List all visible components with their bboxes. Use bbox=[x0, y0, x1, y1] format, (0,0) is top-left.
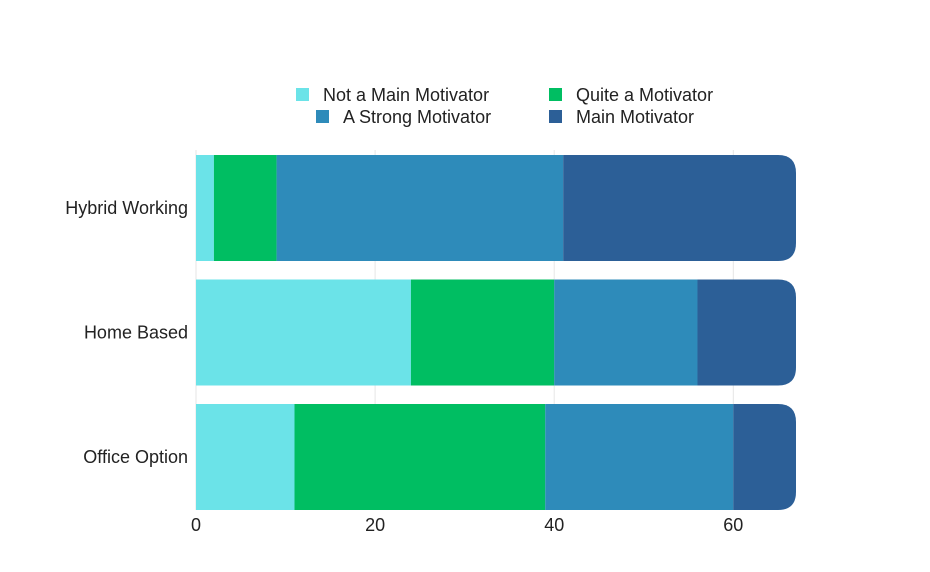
category-label: Hybrid Working bbox=[65, 198, 188, 218]
legend-swatch-a-strong-motivator bbox=[316, 110, 329, 123]
bar-home-based-quite-a-motivator bbox=[410, 279, 555, 386]
legend-label-main-motivator: Main Motivator bbox=[576, 107, 694, 127]
legend: Not a Main Motivator Quite a Motivator A S… bbox=[296, 85, 713, 127]
bar-office-option-main-motivator bbox=[733, 404, 796, 510]
bar-office-option-quite-a-motivator bbox=[294, 404, 546, 510]
legend-label-quite-a-motivator: Quite a Motivator bbox=[576, 85, 713, 105]
x-tick-label: 20 bbox=[365, 515, 385, 535]
x-axis-tick-labels: 0 20 40 60 bbox=[191, 515, 743, 535]
category-label: Office Option bbox=[83, 447, 188, 467]
bar-hybrid-working-main-motivator bbox=[563, 155, 796, 261]
legend-label-not-a-main-motivator: Not a Main Motivator bbox=[323, 85, 489, 105]
bar-office-option-a-strong-motivator bbox=[545, 404, 734, 510]
bar-home-based-main-motivator bbox=[697, 279, 796, 386]
legend-label-a-strong-motivator: A Strong Motivator bbox=[343, 107, 491, 127]
bar-hybrid-working-quite-a-motivator bbox=[213, 155, 277, 261]
legend-swatch-quite-a-motivator bbox=[549, 88, 562, 101]
bars bbox=[196, 155, 796, 510]
legend-swatch-main-motivator bbox=[549, 110, 562, 123]
x-tick-label: 40 bbox=[544, 515, 564, 535]
legend-swatch-not-a-main-motivator bbox=[296, 88, 309, 101]
bar-hybrid-working-not-a-main-motivator bbox=[196, 155, 214, 261]
bar-home-based-a-strong-motivator bbox=[554, 279, 698, 386]
bar-office-option-not-a-main-motivator bbox=[196, 404, 295, 510]
category-label: Home Based bbox=[84, 323, 188, 343]
bar-home-based-not-a-main-motivator bbox=[196, 279, 411, 386]
x-tick-label: 0 bbox=[191, 515, 201, 535]
category-labels: Hybrid Working Home Based Office Option bbox=[65, 198, 188, 467]
x-tick-label: 60 bbox=[723, 515, 743, 535]
bar-hybrid-working-a-strong-motivator bbox=[276, 155, 564, 261]
